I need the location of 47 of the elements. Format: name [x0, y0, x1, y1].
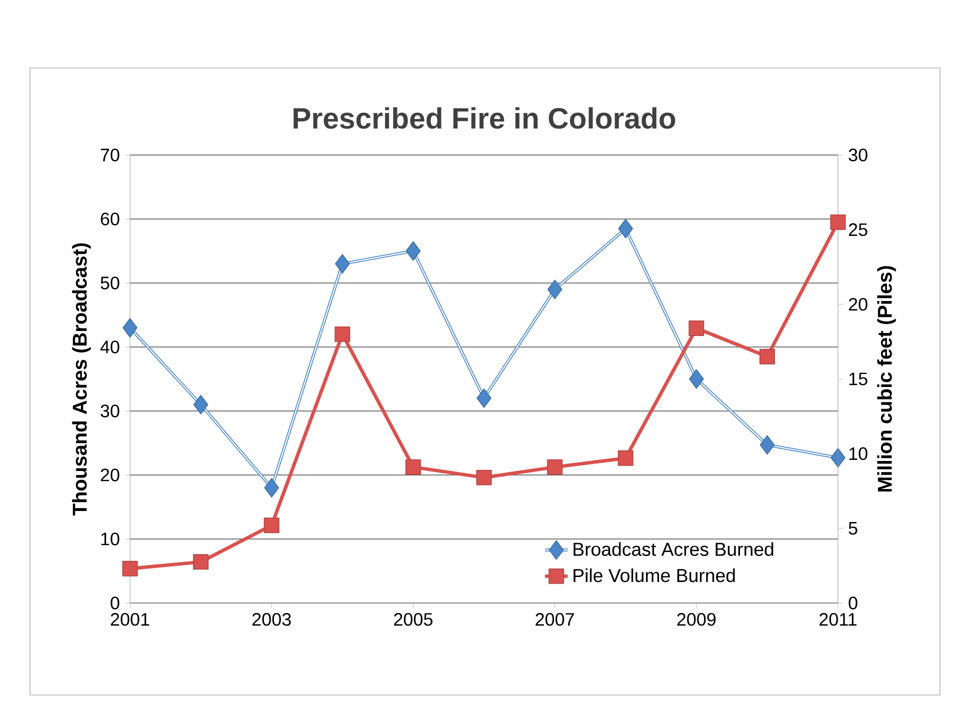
y-tick-label: 30 — [100, 404, 120, 418]
y-tick-label: 50 — [100, 276, 120, 290]
x-tick-label: 2003 — [252, 613, 291, 626]
x-tick-label: 2011 — [820, 613, 856, 626]
y2-tick-label: 0 — [848, 596, 858, 610]
y2-tick-label: 10 — [849, 447, 868, 460]
point — [264, 478, 280, 498]
point — [688, 320, 704, 336]
y-tick-label: 0 — [110, 596, 120, 610]
y-tick-label: 70 — [100, 148, 120, 162]
y-tick-label: 40 — [100, 340, 120, 354]
y-tick-label: 20 — [100, 468, 120, 482]
point — [547, 459, 563, 475]
legend-label: Broadcast Acres Burned — [574, 542, 774, 556]
legend-label: Pile Volume Burned — [574, 568, 735, 582]
point — [334, 326, 350, 342]
y-axis-title: Thousand Acres (Broadcast) — [72, 243, 91, 516]
point — [122, 318, 138, 338]
y-tick-label: 10 — [101, 532, 120, 546]
point — [760, 435, 775, 455]
point — [689, 369, 704, 389]
x-tick-label: 2009 — [677, 613, 716, 626]
point — [193, 554, 209, 570]
point — [335, 254, 350, 274]
chart-title: Prescribed Fire in Colorado — [294, 107, 676, 129]
y2-tick-label: 30 — [848, 148, 868, 162]
y2-tick-label: 25 — [848, 223, 868, 236]
point — [759, 348, 775, 364]
point — [122, 560, 138, 576]
point — [476, 388, 492, 408]
point — [618, 450, 634, 466]
point — [193, 394, 208, 414]
point — [406, 241, 421, 261]
point — [264, 518, 280, 534]
point — [405, 459, 421, 475]
x-tick-label: 2005 — [394, 613, 432, 626]
y2-tick-label: 5 — [848, 522, 858, 535]
y-tick-label: 60 — [100, 212, 120, 226]
y2-tick-label: 15 — [849, 372, 868, 386]
point — [547, 280, 562, 300]
y2-axis-title: Million cubic feet (Piles) — [877, 266, 896, 492]
y2-tick-label: 20 — [848, 298, 868, 311]
point — [476, 470, 492, 486]
x-tick-label: 2007 — [536, 613, 574, 626]
x-tick-label: 2001 — [110, 613, 150, 626]
point — [830, 214, 846, 230]
point — [618, 218, 633, 238]
